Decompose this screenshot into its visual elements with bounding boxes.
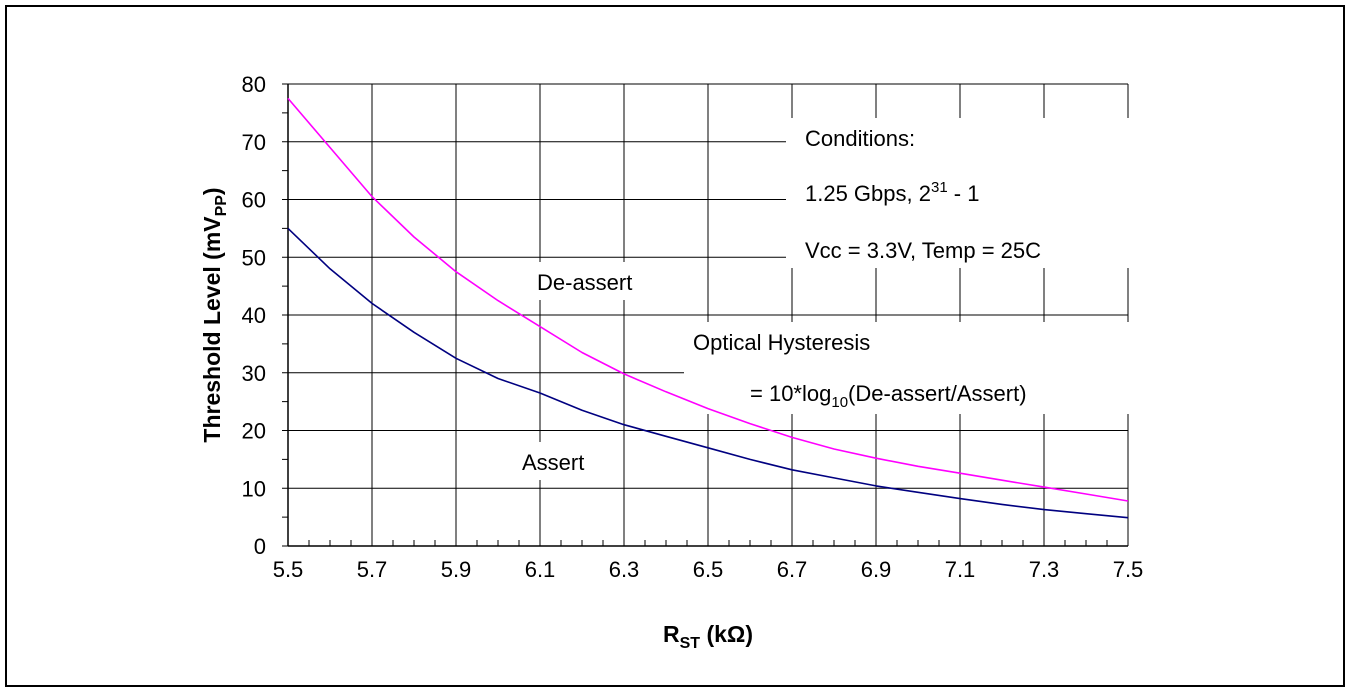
assert-label: Assert <box>522 450 584 475</box>
deassert-label-box <box>530 262 668 300</box>
x-tick-label-6.3: 6.3 <box>609 557 640 582</box>
chart-frame <box>5 5 1345 687</box>
x-axis-label-rest: (kΩ) <box>700 621 753 647</box>
y-tick-label-0: 0 <box>254 534 266 559</box>
x-tick-label-5.7: 5.7 <box>357 557 388 582</box>
y-tick-label-60: 60 <box>242 188 266 213</box>
y-tick-label-50: 50 <box>242 245 266 270</box>
x-axis-label: RST (kΩ) <box>663 621 753 652</box>
x-tick-label-6.1: 6.1 <box>525 557 556 582</box>
x-tick-label-6.9: 6.9 <box>861 557 892 582</box>
hysteresis-title: Optical Hysteresis <box>693 330 870 355</box>
y-axis-label-main: Threshold Level (mV <box>199 216 225 443</box>
tick-marks <box>282 83 1129 547</box>
hysteresis-formula: = 10*log10(De-assert/Assert) <box>750 381 1027 411</box>
conditions-rate-exp: 31 <box>931 179 948 196</box>
x-tick-label-7.3: 7.3 <box>1029 557 1060 582</box>
y-axis-label-rest: ) <box>199 187 225 195</box>
y-tick-label-20: 20 <box>242 419 266 444</box>
x-tick-label-7.5: 7.5 <box>1113 557 1144 582</box>
series-line-de-assert <box>287 97 1129 502</box>
conditions-rate: 1.25 Gbps, 231 - 1 <box>805 179 979 206</box>
x-tick-label-6.7: 6.7 <box>777 557 808 582</box>
conditions-box <box>786 118 1131 268</box>
deassert-label: De-assert <box>537 270 632 295</box>
hysteresis-box <box>684 322 1134 414</box>
x-axis-label-sub: ST <box>680 635 701 652</box>
conditions-title: Conditions: <box>805 126 915 151</box>
y-tick-label-10: 10 <box>242 476 266 501</box>
y-axis-label-sub: PP <box>213 195 230 217</box>
y-tick-label-70: 70 <box>242 130 266 155</box>
hysteresis-formula-suffix: (De-assert/Assert) <box>848 381 1026 406</box>
y-axis-label: Threshold Level (mVPP) <box>199 187 230 442</box>
hysteresis-formula-sub: 10 <box>831 394 848 411</box>
x-tick-label-5.5: 5.5 <box>273 557 304 582</box>
y-tick-label-30: 30 <box>242 361 266 386</box>
series-line-assert <box>287 227 1129 519</box>
assert-label-box <box>514 442 608 480</box>
y-tick-label-80: 80 <box>242 72 266 97</box>
x-tick-label-6.5: 6.5 <box>693 557 724 582</box>
x-tick-label-7.1: 7.1 <box>945 557 976 582</box>
conditions-rate-prefix: 1.25 Gbps, 2 <box>805 181 931 206</box>
x-tick-label-5.9: 5.9 <box>441 557 472 582</box>
series-group <box>287 97 1129 519</box>
tick-labels: 5.5 5.7 5.9 6.1 6.3 6.5 6.7 6.9 7.1 7.3 7.5 0 10 20 30… <box>242 72 1144 582</box>
y-tick-label-40: 40 <box>242 303 266 328</box>
hysteresis-formula-prefix: = 10*log <box>750 381 831 406</box>
conditions-rate-suffix: - 1 <box>948 181 980 206</box>
x-axis-label-main: R <box>663 621 680 647</box>
conditions-env: Vcc = 3.3V, Temp = 25C <box>805 238 1041 263</box>
